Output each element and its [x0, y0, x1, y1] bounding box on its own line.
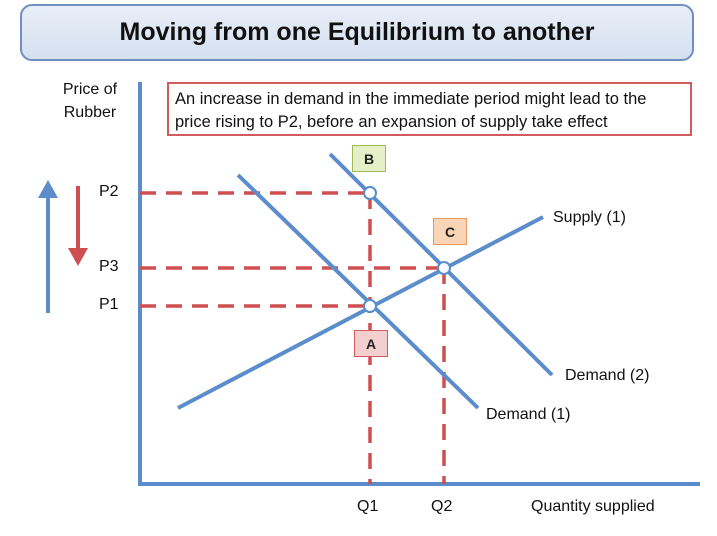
y-axis-label: Price of Rubber — [62, 81, 118, 121]
supply-1-curve — [177, 215, 544, 410]
point-a — [363, 299, 377, 313]
point-b-label: B — [352, 145, 386, 172]
demand-1-label: Demand (1) — [486, 406, 571, 423]
point-b — [363, 186, 377, 200]
tick-q1: Q1 — [357, 498, 379, 515]
tick-p1: P1 — [99, 296, 119, 313]
annotation-note: An increase in demand in the immediate p… — [167, 82, 692, 136]
demand-1-curve — [236, 173, 480, 410]
x-axis-label: Quantity supplied — [531, 498, 655, 515]
page-title: Moving from one Equilibrium to another — [119, 18, 595, 46]
down-arrow-icon — [68, 186, 88, 266]
tick-p3: P3 — [99, 258, 119, 275]
demand-2-label: Demand (2) — [565, 367, 650, 384]
point-c-label: C — [433, 218, 467, 245]
tick-p2: P2 — [99, 183, 119, 200]
tick-q2: Q2 — [431, 498, 453, 515]
supply-1-label: Supply (1) — [553, 209, 626, 226]
up-arrow-icon — [38, 180, 58, 313]
point-c — [437, 261, 451, 275]
point-a-label: A — [354, 330, 388, 357]
title-banner: Moving from one Equilibrium to another — [20, 4, 694, 61]
